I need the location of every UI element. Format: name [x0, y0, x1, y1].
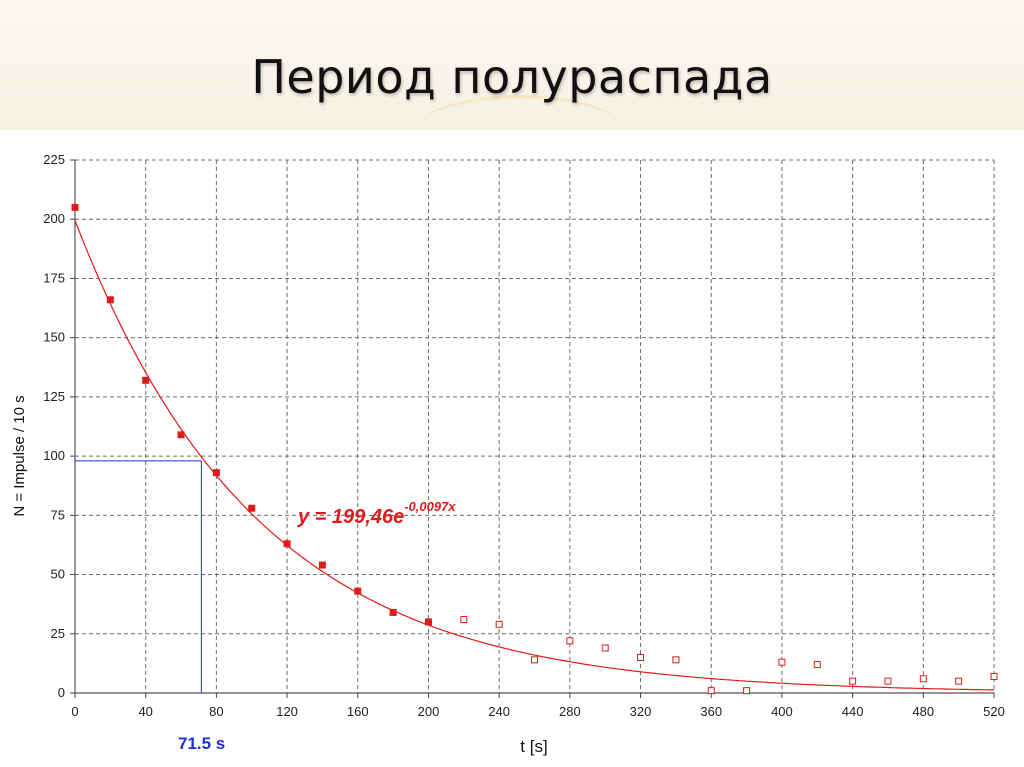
header-decoration	[420, 95, 620, 159]
data-point-filled	[354, 587, 362, 595]
half-life-label: 71.5 s	[178, 734, 225, 753]
decay-chart-svg: 0 25 50 75 100 125 150 175 200 225 0 40 80 120 160 200…	[11, 152, 1005, 756]
data-point-open	[637, 653, 645, 661]
fit-curve	[74, 220, 995, 691]
data-point-filled	[212, 469, 220, 477]
data-point-open	[884, 677, 892, 685]
data-point-open	[531, 656, 538, 664]
x-tick-label: 0	[71, 704, 78, 719]
x-tick-label: 360	[700, 704, 722, 719]
data-point-open	[919, 675, 927, 683]
x-tick-label: 520	[983, 704, 1005, 719]
data-points	[71, 203, 998, 695]
x-tick-label: 480	[912, 704, 934, 719]
fit-equation: y = 199,46e-0,0097x	[297, 499, 456, 528]
y-tick-label: 200	[43, 211, 65, 226]
data-point-open	[601, 644, 609, 652]
y-tick-label: 175	[43, 270, 65, 285]
x-tick-label: 240	[488, 704, 510, 719]
x-tick-labels: 0 40 80 120 160 200 240 280 320 360 400 440 480 520	[71, 704, 1004, 719]
y-tick-label: 100	[43, 448, 65, 463]
data-point-open	[495, 620, 503, 628]
y-tick-label: 50	[51, 567, 65, 582]
fit-equation-main: y = 199,46e	[297, 506, 404, 528]
half-life-guide	[75, 460, 202, 693]
data-point-open	[672, 656, 680, 664]
data-point-filled	[71, 203, 79, 211]
data-point-open	[990, 672, 998, 680]
data-point-open	[566, 637, 574, 645]
x-tick-label: 160	[347, 704, 369, 719]
data-point-filled	[318, 561, 326, 569]
data-point-open	[460, 616, 468, 624]
y-tick-labels: 0 25 50 75 100 125 150 175 200 225	[43, 152, 65, 700]
data-point-open	[813, 661, 821, 669]
chart-axes	[70, 159, 995, 698]
data-point-open	[743, 687, 751, 695]
data-point-open	[955, 677, 963, 685]
x-tick-label: 280	[559, 704, 581, 719]
data-point-filled	[283, 540, 291, 548]
x-tick-label: 320	[630, 704, 652, 719]
x-tick-label: 400	[771, 704, 793, 719]
y-tick-label: 25	[51, 626, 65, 641]
data-point-open	[778, 658, 786, 666]
fit-equation-exponent: -0,0097x	[404, 499, 456, 514]
decay-chart: 0 25 50 75 100 125 150 175 200 225 0 40 80 120 160 200…	[0, 130, 1024, 767]
slide-title: Период полураспада	[251, 50, 773, 104]
data-point-filled	[389, 608, 397, 616]
data-point-open	[707, 687, 715, 695]
slide-header	[0, 0, 1024, 130]
x-tick-label: 200	[418, 704, 440, 719]
y-tick-label: 225	[43, 152, 65, 167]
data-point-filled	[424, 618, 432, 626]
data-point-filled	[177, 431, 185, 439]
data-point-open	[849, 677, 857, 685]
x-tick-label: 440	[842, 704, 864, 719]
data-point-filled	[248, 504, 256, 512]
x-tick-label: 80	[209, 704, 223, 719]
x-axis-label: t [s]	[520, 737, 547, 756]
y-tick-label: 125	[43, 389, 65, 404]
x-tick-label: 120	[276, 704, 298, 719]
data-point-filled	[142, 376, 150, 384]
chart-grid	[75, 159, 995, 693]
y-tick-label: 0	[58, 685, 65, 700]
data-point-filled	[106, 296, 114, 304]
y-tick-label: 150	[43, 330, 65, 345]
x-tick-label: 40	[138, 704, 152, 719]
y-tick-label: 75	[51, 507, 65, 522]
y-axis-label: N = Impulse / 10 s	[11, 395, 28, 516]
